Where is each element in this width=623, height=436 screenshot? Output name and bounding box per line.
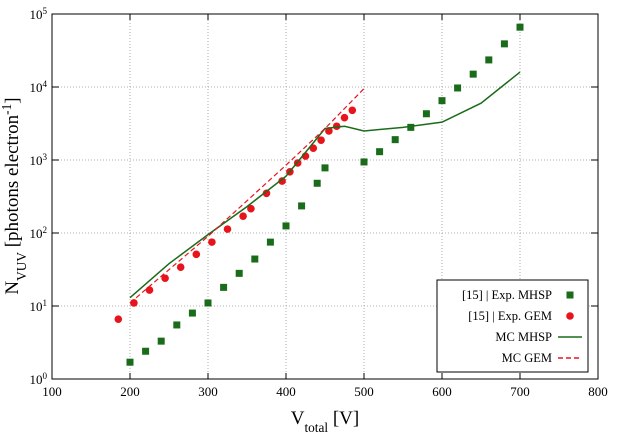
circle-marker [325, 127, 333, 135]
legend-label: [15] | Exp. MHSP [462, 288, 552, 302]
y-tick-label: 100 [29, 371, 47, 387]
circle-marker [239, 212, 247, 220]
square-marker [422, 110, 430, 118]
square-marker [251, 255, 259, 263]
circle-marker [161, 274, 169, 283]
square-marker [360, 158, 368, 166]
x-tick-label: 500 [354, 384, 374, 399]
legend-swatch [566, 312, 574, 320]
line [129, 88, 365, 304]
y-axis-label: NVUV [photons electron-1] [0, 97, 29, 294]
x-tick-label: 700 [510, 384, 530, 399]
square-marker [516, 23, 524, 31]
legend-swatch [566, 291, 574, 299]
square-marker [173, 321, 181, 329]
x-tick-label: 800 [588, 384, 608, 399]
y-tick-label: 102 [29, 225, 47, 241]
circle-marker [176, 263, 185, 272]
square-marker [204, 299, 212, 307]
square-marker [126, 358, 134, 366]
x-tick-label: 100 [42, 384, 62, 399]
circle-marker [262, 189, 271, 198]
square-marker [313, 179, 321, 187]
x-tick-label: 200 [120, 384, 140, 399]
square-marker [157, 337, 165, 345]
circle-marker [278, 177, 286, 185]
square-marker [391, 136, 399, 144]
square-marker [282, 222, 290, 230]
square-marker [485, 56, 493, 64]
y-tick-label: 103 [29, 152, 47, 168]
circle-marker [114, 315, 123, 323]
square-marker [438, 97, 446, 105]
circle-marker [317, 136, 325, 144]
legend-label: MC MHSP [495, 330, 552, 344]
square-marker [500, 40, 508, 48]
circle-marker [145, 286, 154, 294]
y-tick-label: 104 [29, 79, 47, 95]
x-tick-label: 300 [198, 384, 218, 399]
line [129, 71, 521, 299]
square-marker [220, 283, 228, 291]
square-marker [376, 148, 384, 156]
circle-marker [247, 204, 255, 213]
x-tick-label: 600 [432, 384, 452, 399]
square-marker [142, 347, 150, 355]
legend-label: [15] | Exp. GEM [468, 309, 552, 323]
circle-marker [340, 113, 349, 122]
y-tick-label: 105 [29, 6, 47, 22]
x-tick-label: 400 [276, 384, 296, 399]
circle-marker [332, 122, 341, 131]
square-marker [454, 84, 462, 92]
legend-label: MC GEM [502, 351, 552, 365]
square-marker [298, 202, 306, 210]
square-marker [235, 269, 243, 277]
square-marker [407, 123, 415, 131]
circle-marker [348, 106, 357, 115]
y-tick-label: 101 [29, 298, 47, 314]
circle-marker [192, 250, 201, 259]
square-marker [188, 309, 196, 317]
square-marker [266, 238, 274, 246]
circle-marker [208, 238, 216, 246]
plot-frame [51, 13, 599, 380]
legend-box [436, 279, 589, 373]
square-marker [321, 164, 329, 172]
x-axis-label: Vtotal [V] [291, 408, 360, 435]
square-marker [469, 70, 477, 78]
circle-marker [223, 225, 232, 233]
